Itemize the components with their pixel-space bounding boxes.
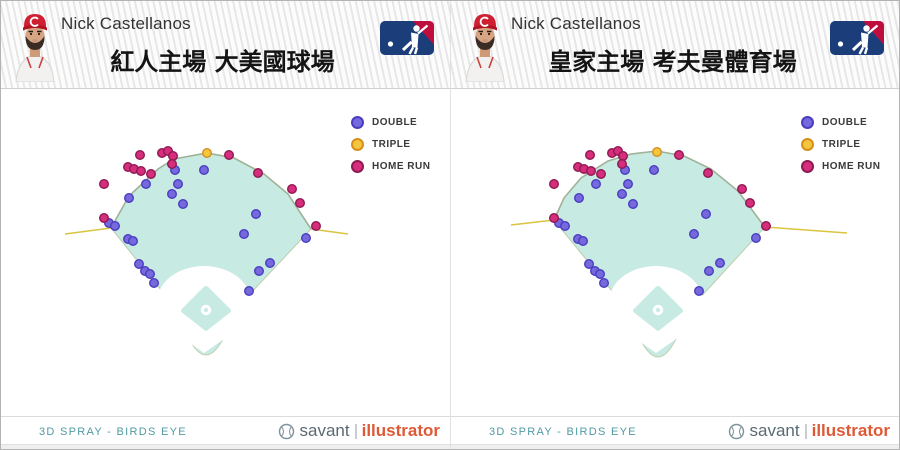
panel-header: Nick Castellanos 紅人主場 大美國球場 [1, 1, 450, 89]
mlb-logo-icon [380, 21, 434, 55]
player-avatar [465, 14, 505, 82]
legend-label: TRIPLE [372, 138, 411, 150]
home-run-dot-icon [801, 159, 814, 173]
legend-item-triple: TRIPLE [351, 133, 430, 155]
baseball-icon [278, 423, 294, 439]
legend-item-double: DOUBLE [351, 111, 430, 133]
brand-savant: savant [749, 421, 800, 440]
player-name: Nick Castellanos [511, 14, 641, 33]
stadium-subtitle: 皇家主場 考夫曼體育場 [548, 48, 797, 76]
panel-header: Nick Castellanos 皇家主場 考夫曼體育場 [451, 1, 899, 89]
header-titles: Nick Castellanos 皇家主場 考夫曼體育場 [511, 14, 834, 77]
brand-savant: savant [299, 421, 350, 440]
brand-divider [804, 423, 807, 439]
player-avatar [15, 14, 55, 82]
panel-footer: 3D SPRAY - BIRDS EYE savant illustrator [451, 416, 899, 445]
double-dot-icon [801, 115, 814, 129]
infield-graphic [609, 266, 703, 353]
bottom-strip [1, 444, 450, 449]
legend: DOUBLE TRIPLE HOME RUN [351, 111, 430, 177]
legend-item-triple: TRIPLE [801, 133, 880, 155]
legend-label: DOUBLE [822, 116, 868, 128]
brand-illustrator: illustrator [811, 421, 890, 440]
brand-divider [354, 423, 357, 439]
savant-illustrator-brand: savant illustrator [278, 420, 440, 442]
legend-item-home-run: HOME RUN [351, 155, 430, 177]
baseball-icon [728, 423, 744, 439]
spray-chart [510, 146, 848, 358]
player-name: Nick Castellanos [61, 14, 191, 33]
header-titles: Nick Castellanos 紅人主場 大美國球場 [61, 14, 384, 77]
legend-label: HOME RUN [372, 160, 431, 172]
spray-chart [64, 146, 349, 356]
triple-dot-icon [351, 137, 364, 151]
legend: DOUBLE TRIPLE HOME RUN [801, 111, 880, 177]
savant-illustrator-brand: savant illustrator [728, 420, 890, 442]
legend-item-double: DOUBLE [801, 111, 880, 133]
stadium-subtitle: 紅人主場 大美國球場 [110, 48, 335, 76]
view-mode-label: 3D SPRAY - BIRDS EYE [489, 426, 637, 438]
home-run-dot-icon [351, 159, 364, 173]
mlb-logo-icon [830, 21, 884, 55]
view-mode-label: 3D SPRAY - BIRDS EYE [39, 426, 187, 438]
triple-dot-icon [801, 137, 814, 151]
legend-item-home-run: HOME RUN [801, 155, 880, 177]
panel-footer: 3D SPRAY - BIRDS EYE savant illustrator [1, 416, 450, 445]
brand-illustrator: illustrator [361, 421, 440, 440]
spray-chart-area: DOUBLE TRIPLE HOME RUN [1, 89, 450, 416]
double-dot-icon [351, 115, 364, 129]
legend-label: HOME RUN [822, 160, 881, 172]
spray-chart-area: DOUBLE TRIPLE HOME RUN [451, 89, 899, 416]
infield-graphic [157, 266, 251, 353]
bottom-strip [451, 444, 899, 449]
legend-label: DOUBLE [372, 116, 418, 128]
panel-reds-home: Nick Castellanos 紅人主場 大美國球場 [1, 1, 450, 449]
legend-label: TRIPLE [822, 138, 861, 150]
panel-royals-home: Nick Castellanos 皇家主場 考夫曼體育場 [450, 1, 899, 449]
